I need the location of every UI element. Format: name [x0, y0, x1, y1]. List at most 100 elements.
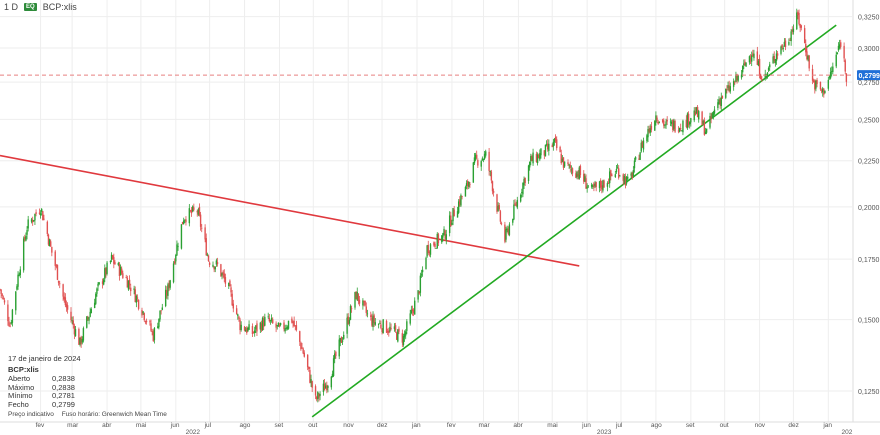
candle-body [569, 165, 571, 168]
candle-body [18, 274, 20, 276]
candle-body [750, 55, 753, 62]
candle-body [473, 157, 476, 164]
candle-body [309, 370, 311, 383]
info-row-open: Aberto 0,2838 [8, 374, 75, 384]
candle-body [198, 206, 201, 216]
interval-selector[interactable]: 1 D [4, 2, 19, 12]
candle-body [363, 300, 365, 303]
candle-body [616, 167, 619, 169]
candle-body [532, 152, 534, 164]
candle-body [674, 120, 676, 132]
candle-body [121, 268, 123, 274]
candle-body [119, 267, 122, 276]
candle-body [89, 311, 91, 317]
y-tick-label: 0,1500 [858, 318, 880, 325]
candle-body [261, 317, 264, 331]
candle-body [497, 205, 499, 211]
x-tick-label: mar [67, 422, 79, 429]
candle-body [476, 154, 478, 158]
candle-body [448, 215, 451, 234]
candle-body [381, 328, 383, 333]
candle-body [618, 168, 620, 178]
y-tick-label: 0,1250 [858, 389, 880, 396]
candle-body [627, 176, 629, 179]
candle-body [744, 61, 746, 66]
candle-body [436, 233, 438, 248]
candle-body [507, 228, 509, 234]
candle-body [734, 82, 736, 84]
candle-body [130, 287, 132, 292]
candle-body [181, 221, 184, 225]
candle-body [646, 135, 648, 142]
candle-body [244, 329, 247, 332]
candle-body [311, 381, 313, 388]
candle-body [301, 347, 303, 349]
candle-body [134, 289, 136, 303]
candle-body [248, 324, 250, 330]
candle-body [267, 316, 269, 318]
candle-body [74, 329, 77, 337]
candle-body [539, 153, 541, 160]
symbol-label[interactable]: BCP:xlis [42, 2, 77, 12]
candle-body [718, 99, 720, 104]
candle-body [144, 320, 147, 323]
candle-body [583, 173, 585, 182]
candle-body [239, 319, 241, 331]
candle-body [551, 145, 553, 147]
candle-body [832, 66, 834, 73]
candle-body [819, 81, 822, 90]
candle-body [190, 209, 193, 214]
candle-body [310, 379, 312, 383]
candle-body [838, 44, 841, 49]
candle-body [128, 279, 131, 286]
x-tick-label: jul [204, 422, 212, 429]
candle-body [840, 42, 842, 47]
candle-body [491, 181, 494, 192]
candle-body [740, 74, 743, 78]
y-tick-label: 0,2250 [858, 159, 880, 166]
candle-body [278, 325, 281, 327]
candle-body [435, 248, 437, 249]
candle-body [451, 222, 453, 225]
candle-body [658, 121, 660, 123]
candle-body [390, 328, 392, 329]
candle-body [679, 128, 682, 129]
candle-body [845, 73, 848, 82]
candle-body [264, 316, 266, 326]
candle-body [797, 12, 799, 16]
candle-body [540, 148, 542, 156]
candle-body [831, 70, 833, 72]
candle-body [73, 325, 76, 335]
candle-body [275, 323, 277, 328]
candle-body [556, 139, 558, 149]
candle-body [158, 318, 160, 328]
candle-body [26, 230, 28, 235]
candle-body [460, 195, 462, 206]
x-tick-label: nov [343, 422, 354, 429]
candle-body [238, 316, 240, 319]
candle-body [606, 183, 609, 187]
candle-body [725, 89, 727, 98]
candle-body [80, 336, 82, 345]
candle-body [474, 154, 477, 160]
candle-body [410, 309, 413, 314]
candle-body [615, 168, 618, 172]
candle-body [62, 284, 64, 297]
x-tick-label: jan [822, 422, 832, 429]
candle-body [145, 320, 148, 323]
candle-body [741, 65, 744, 73]
candle-body [88, 317, 90, 321]
candle-body [228, 282, 230, 286]
year-label: 2022 [186, 429, 201, 435]
candle-body [544, 144, 547, 157]
candle-body [757, 60, 760, 66]
candle-body [10, 322, 12, 324]
x-tick-label: mar [478, 422, 490, 429]
candle-body [306, 354, 309, 368]
candle-body [164, 289, 167, 307]
info-row-low: Mínimo 0,2781 [8, 391, 75, 401]
candle-body [480, 161, 482, 167]
candle-body [780, 46, 782, 54]
candle-body [789, 40, 791, 41]
y-tick-label: 0,2000 [858, 205, 880, 212]
